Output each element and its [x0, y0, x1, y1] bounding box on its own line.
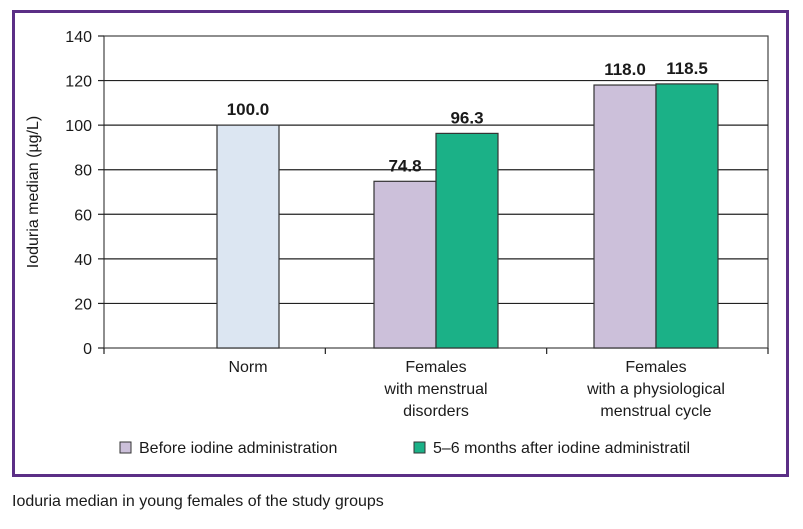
y-tick-label: 0: [83, 341, 92, 358]
x-category-label: Females: [405, 359, 466, 376]
legend-swatch: [119, 441, 132, 454]
legend-swatch: [413, 441, 426, 454]
bar-series2-cat1: [435, 132, 499, 349]
bar-series1-cat2: [593, 84, 657, 349]
bar-norm: [216, 124, 280, 349]
bar-chart: 0 20 40 60 80 100 120 140 Ioduria median (µg/L) 1…: [25, 29, 769, 457]
bar-series2-cat1-value-label: 96.3: [450, 108, 483, 127]
bar-series1-cat1: [373, 180, 437, 349]
legend-label: Before iodine administration: [139, 440, 337, 457]
x-category-label: disorders: [403, 403, 469, 420]
y-tick-label: 40: [74, 252, 92, 269]
bar-norm-value-label: 100.0: [227, 100, 270, 119]
y-tick-label: 20: [74, 296, 92, 313]
bar-series1-cat1-value-label: 74.8: [388, 156, 421, 175]
y-tick-label: 100: [65, 118, 92, 135]
y-tick-label: 60: [74, 207, 92, 224]
legend-label: 5–6 months after iodine administratil: [433, 440, 690, 457]
bar-series1-cat2-value-label: 118.0: [604, 60, 646, 79]
y-axis-label: Ioduria median (µg/L): [25, 116, 42, 268]
x-category-label: Females: [625, 359, 686, 376]
x-category-label: menstrual cycle: [600, 403, 711, 420]
bar-series2-cat2-value-label: 118.5: [666, 59, 708, 78]
y-tick-label: 80: [74, 163, 92, 180]
x-category-label: with menstrual: [383, 381, 487, 398]
figure-caption: Ioduria median in young females of the s…: [12, 493, 384, 510]
y-tick-label: 140: [65, 29, 92, 46]
y-tick-label: 120: [65, 74, 92, 91]
x-category-label: Norm: [228, 359, 267, 376]
bar-series2-cat2: [655, 83, 719, 349]
x-category-label: with a physiological: [586, 381, 725, 398]
